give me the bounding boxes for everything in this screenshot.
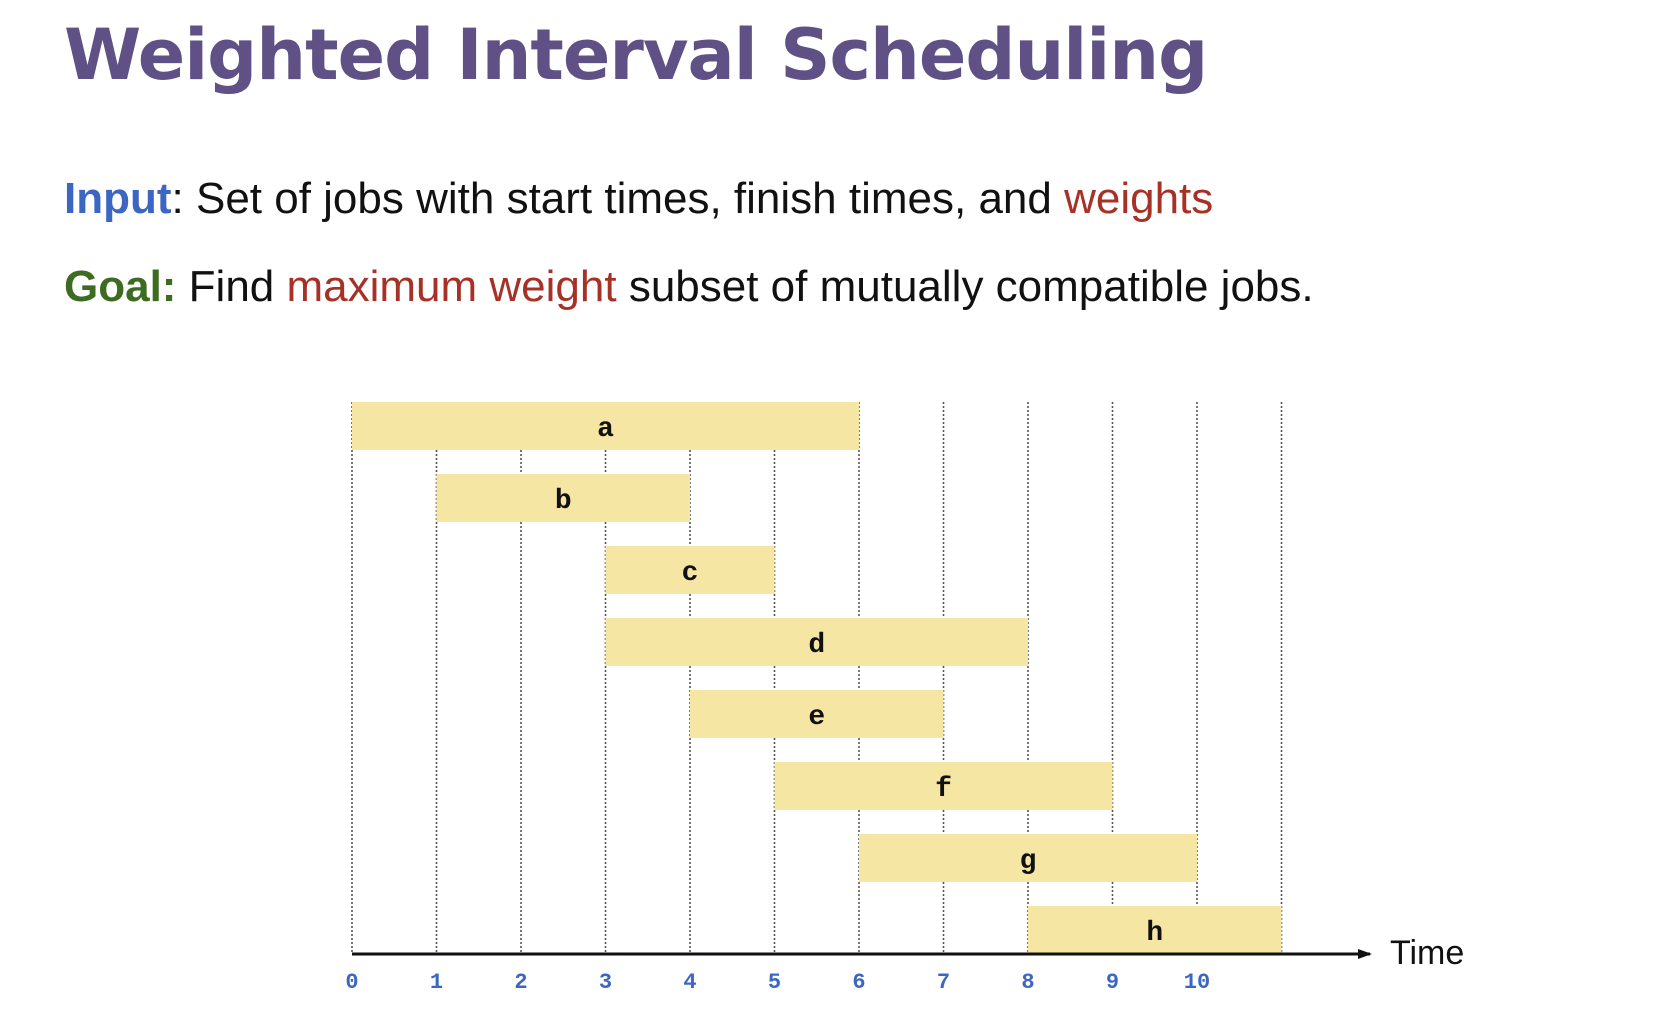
- goal-post: subset of mutually compatible jobs.: [616, 262, 1314, 311]
- job-label: f: [935, 774, 952, 805]
- tick-label: 4: [683, 970, 696, 995]
- job-b: b: [436, 474, 690, 522]
- tick-label: 1: [430, 970, 443, 995]
- job-bars: a b c d e f g h: [352, 402, 1282, 954]
- job-bar: [605, 618, 1028, 666]
- job-bar: [859, 834, 1197, 882]
- time-axis-label: Time: [1390, 934, 1464, 972]
- slide-title: Weighted Interval Scheduling: [64, 14, 1208, 96]
- job-bar: [436, 474, 690, 522]
- job-label: g: [1020, 846, 1037, 877]
- tick-label: 6: [852, 970, 865, 995]
- tick-label: 9: [1106, 970, 1119, 995]
- tick-label: 3: [599, 970, 612, 995]
- job-g: g: [859, 834, 1197, 882]
- input-text: : Set of jobs with start times, finish t…: [171, 174, 1065, 223]
- tick-labels: 0 1 2 3 4 5 6 7 8 9 10: [345, 970, 1210, 995]
- job-label: h: [1146, 918, 1163, 949]
- job-a: a: [352, 402, 859, 450]
- goal-line: Goal: Find maximum weight subset of mutu…: [64, 262, 1314, 312]
- job-c: c: [605, 546, 775, 594]
- tick-label: 10: [1184, 970, 1210, 995]
- job-f: f: [774, 762, 1113, 810]
- tick-label: 0: [345, 970, 358, 995]
- job-h: h: [1028, 906, 1282, 954]
- job-bar: [774, 762, 1113, 810]
- job-label: b: [555, 486, 572, 517]
- job-label: d: [808, 630, 825, 661]
- job-d: d: [605, 618, 1028, 666]
- input-line: Input: Set of jobs with start times, fin…: [64, 174, 1213, 224]
- goal-emphasis: maximum weight: [286, 262, 617, 311]
- tick-label: 5: [768, 970, 781, 995]
- job-label: e: [808, 702, 825, 733]
- tick-label: 8: [1021, 970, 1034, 995]
- tick-label: 2: [514, 970, 527, 995]
- job-bar: [690, 690, 944, 738]
- input-emphasis: weights: [1064, 174, 1214, 223]
- job-bar: [1028, 906, 1282, 954]
- job-bar: [352, 402, 859, 450]
- job-label: a: [597, 414, 614, 445]
- tick-label: 7: [937, 970, 950, 995]
- job-bar: [605, 546, 775, 594]
- job-e: e: [690, 690, 944, 738]
- goal-pre: Find: [176, 262, 287, 311]
- job-label: c: [682, 558, 699, 589]
- input-label: Input: [64, 174, 172, 223]
- goal-label: Goal:: [64, 262, 177, 311]
